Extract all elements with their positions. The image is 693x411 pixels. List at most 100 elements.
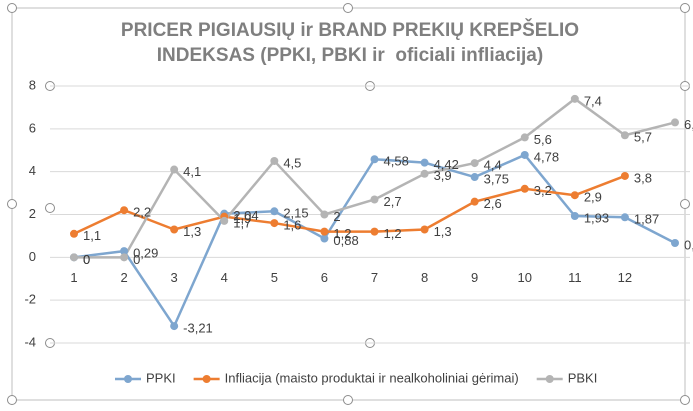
data-point [370,155,379,164]
x-tick-label: 11 [568,270,582,285]
data-point [570,211,579,220]
data-point [120,206,129,215]
data-point [520,184,529,193]
data-point [120,247,129,256]
data-label: 1,87 [634,212,659,227]
data-point [320,210,329,219]
data-point [620,171,629,180]
data-label: 0,67 [684,237,693,252]
data-label: 4,58 [384,154,409,169]
y-tick-label: -4 [24,334,36,349]
data-label: 0 [83,252,90,267]
data-label: 1,2 [384,226,402,241]
data-label: 5,6 [534,132,552,147]
data-label: 2,6 [484,196,502,211]
data-label: 2,15 [283,206,308,221]
x-tick-label: 7 [371,270,378,285]
data-point [170,322,179,331]
legend-marker [124,375,132,383]
data-label: 4,4 [484,158,502,173]
y-tick-label: 4 [29,163,36,178]
x-tick-label: 8 [421,270,428,285]
data-label: 1,3 [434,224,452,239]
data-label: 0 [133,252,140,267]
data-point [470,173,479,182]
data-point [170,165,179,174]
x-tick-label: 9 [471,270,478,285]
data-label: 4,78 [534,149,559,164]
series-line [73,174,626,235]
x-tick-label: 2 [120,270,127,285]
data-point [671,238,679,247]
data-point [320,234,329,243]
data-label: 1,3 [183,224,201,239]
legend-label: Infliacija (maisto produktai ir nealkoho… [225,370,519,385]
data-point [671,118,679,127]
y-tick-label: 0 [29,249,36,264]
data-label: 0,29 [133,246,158,261]
data-point [420,158,429,167]
y-tick-label: -2 [24,292,36,307]
legend-label: PBKI [568,370,598,385]
x-tick-label: 4 [221,270,228,285]
data-label: 1,1 [83,228,101,243]
data-point [120,253,129,262]
data-label: 2,2 [133,205,151,220]
resize-handles[interactable] [7,3,690,405]
data-point [420,225,429,234]
data-point [570,94,579,103]
data-point [170,225,179,234]
data-point [620,213,629,222]
data-label: 0,88 [333,233,358,248]
data-point [320,227,329,236]
x-tick-label: 12 [618,270,632,285]
x-tick-label: 3 [171,270,178,285]
y-tick-label: 6 [29,120,36,135]
data-label: 5,7 [634,130,652,145]
data-label: 3,75 [484,171,509,186]
data-label: 1,6 [283,218,301,233]
data-label: 1,7 [233,215,251,230]
data-label: 6,3 [684,117,693,132]
data-label: 0 [83,252,90,267]
legend-label: PPKI [146,370,176,385]
data-label: 1,2 [333,226,351,241]
x-tick-label: 1 [70,270,77,285]
data-point [570,191,579,200]
x-tick-label: 10 [518,270,532,285]
data-label: 2 [333,209,340,224]
y-tick-label: 2 [29,206,36,221]
data-point [520,150,529,159]
x-tick-label: 6 [321,270,328,285]
data-point [270,156,279,165]
data-label: 3,2 [534,183,552,198]
data-point [220,216,229,225]
data-label: 4,5 [283,155,301,170]
data-point [270,207,279,216]
data-point [270,219,279,228]
data-point [70,253,78,262]
data-label: -3,21 [183,321,213,336]
data-point [470,159,479,168]
data-label: 7,4 [584,93,602,108]
data-label: 2,04 [233,208,258,223]
data-point [470,197,479,206]
data-point [520,133,529,142]
data-label: 3,9 [434,168,452,183]
data-label: 2,7 [384,194,402,209]
data-label: 3,8 [634,170,652,185]
data-label: 1,9 [233,211,251,226]
data-point [370,195,379,204]
legend-marker [202,375,211,383]
data-point [420,169,429,178]
data-label: 4,1 [183,164,201,179]
y-tick-label: 8 [29,77,36,92]
chart-title: PRICER PIGIAUSIŲ ir BRAND PREKIŲ KREPŠEL… [120,20,585,66]
data-label: 4,42 [434,157,459,172]
data-label: 2,9 [584,190,602,205]
data-point [620,131,629,140]
x-tick-label: 5 [271,270,278,285]
data-point [70,229,78,238]
